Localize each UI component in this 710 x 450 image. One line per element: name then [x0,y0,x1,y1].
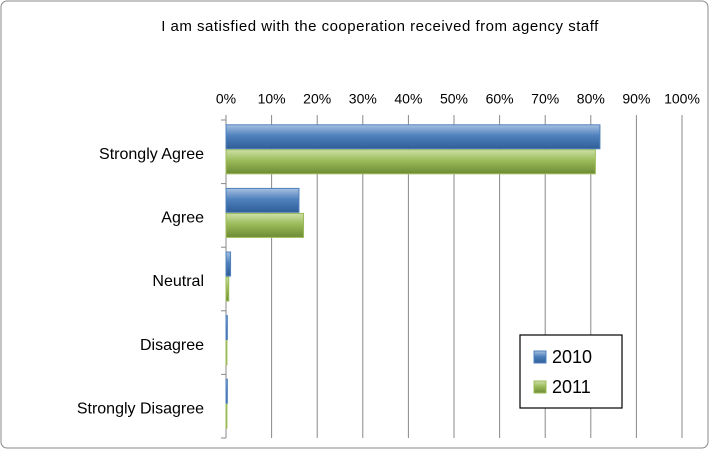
x-tick-label: 100% [664,91,700,107]
y-tick-label: Strongly Agree [99,146,204,163]
x-tick-label: 0% [216,91,236,107]
y-tick-label: Strongly Disagree [77,400,204,417]
bar [225,187,300,213]
x-tick-label: 40% [394,91,422,107]
legend-swatch [533,380,547,394]
bar [225,378,228,404]
x-tick-label: 30% [349,91,377,107]
bar [225,340,228,366]
x-tick-label: 90% [622,91,650,107]
legend-box [519,334,623,409]
y-tick-label: Disagree [140,337,204,354]
legend-label: 2010 [552,347,592,367]
bar [225,149,596,175]
bar [225,124,601,150]
chart-title: I am satisfied with the cooperation rece… [161,18,599,35]
x-tick-label: 50% [440,91,468,107]
legend-swatch [533,350,547,364]
x-tick-label: 70% [531,91,559,107]
bar [225,251,232,277]
bar [225,276,230,302]
bar [225,212,305,238]
bar [225,315,228,341]
x-tick-label: 60% [486,91,514,107]
y-tick-label: Agree [161,210,204,227]
x-tick-label: 10% [258,91,286,107]
bar [225,403,228,429]
y-tick-label: Neutral [152,273,204,290]
legend-label: 2011 [552,377,591,397]
x-tick-label: 80% [577,91,605,107]
x-tick-label: 20% [303,91,331,107]
